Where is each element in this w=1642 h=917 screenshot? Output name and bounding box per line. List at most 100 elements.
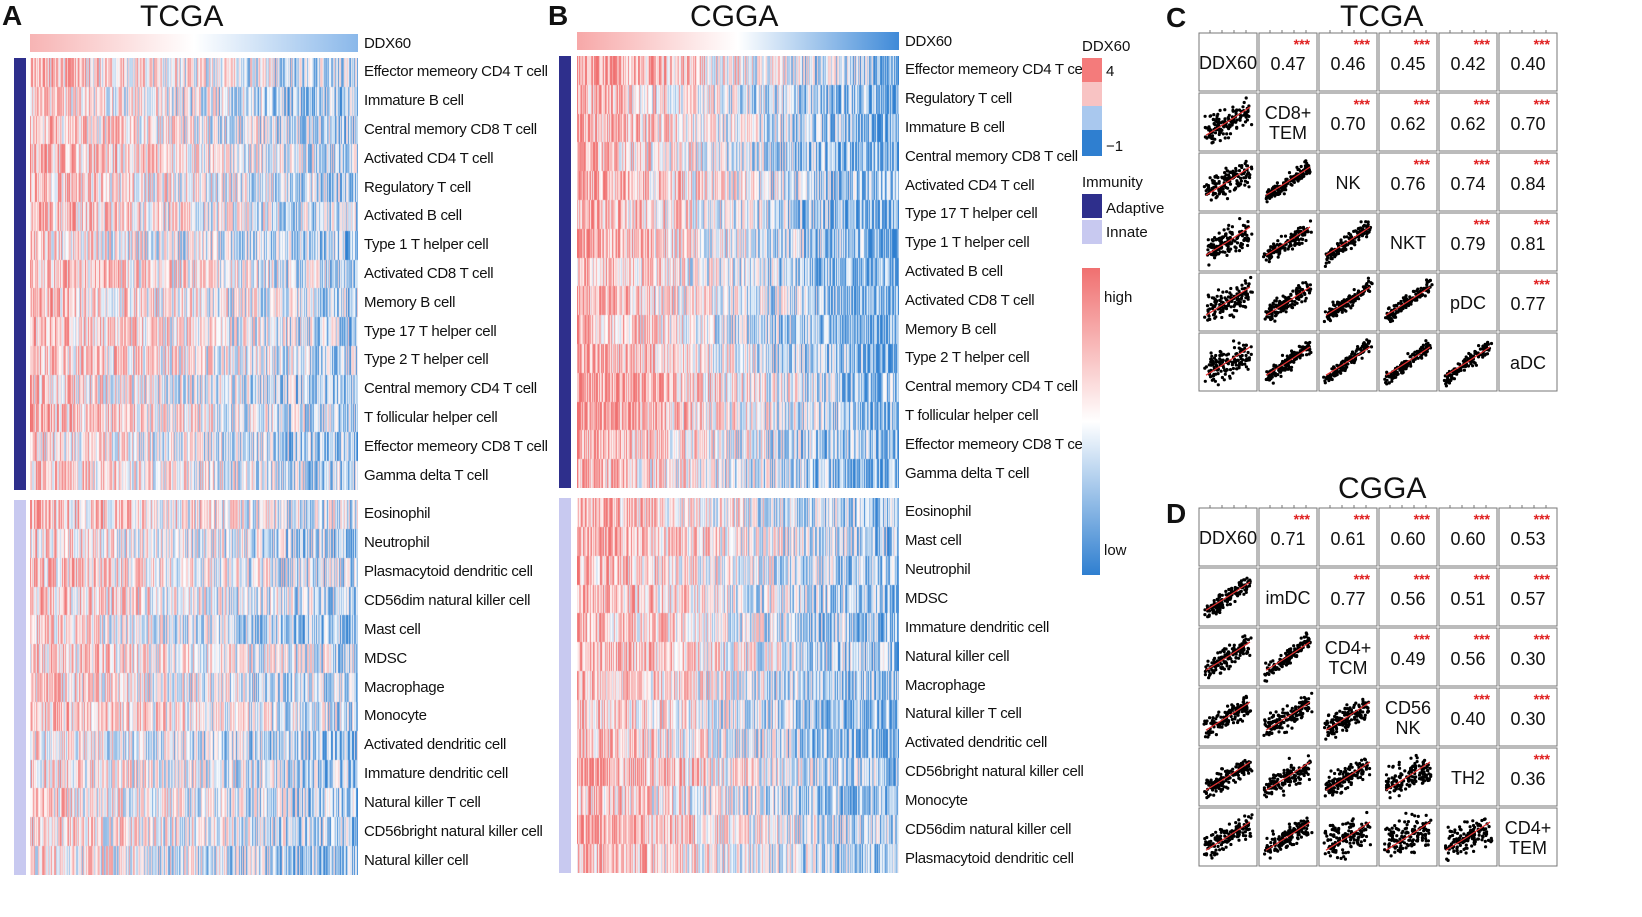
scatter-point: [1206, 663, 1210, 667]
corr-significance: ***: [1414, 571, 1431, 587]
scatter-point: [1304, 296, 1308, 300]
scatter-point: [1332, 251, 1336, 255]
scatter-point: [1269, 305, 1273, 309]
scatter-point: [1203, 379, 1207, 383]
scatter-point: [1395, 839, 1399, 843]
scatter-point: [1235, 241, 1240, 245]
scatter-point: [1217, 786, 1221, 790]
scatter-point: [1455, 849, 1459, 853]
scatter-point: [1210, 238, 1214, 242]
corr-scatter: [1262, 219, 1313, 264]
panel-a-row-label: Memory B cell: [364, 293, 456, 311]
scatter-point: [1224, 845, 1228, 849]
scatter-point: [1220, 847, 1224, 851]
scatter-point: [1305, 827, 1309, 831]
scatter-point: [1365, 810, 1369, 815]
scatter-point: [1264, 661, 1268, 665]
corr-cell: [1258, 567, 1318, 627]
scatter-point: [1477, 830, 1481, 834]
scatter-point: [1296, 646, 1300, 650]
scatter-point: [1476, 355, 1481, 359]
scatter-point: [1429, 773, 1433, 777]
scatter-point: [1242, 771, 1246, 775]
scatter-point: [1243, 709, 1247, 713]
corr-var-label: DDX60: [1199, 53, 1257, 73]
scatter-point: [1218, 303, 1222, 307]
scatter-point: [1275, 192, 1279, 196]
scatter-point: [1283, 248, 1287, 252]
scatter-point: [1214, 182, 1218, 186]
scatter-point: [1238, 830, 1242, 834]
scatter-point: [1360, 822, 1364, 826]
scatter-point: [1249, 275, 1253, 280]
scatter-point: [1341, 300, 1345, 305]
corr-value: 0.60: [1390, 529, 1425, 549]
scatter-point: [1304, 830, 1308, 834]
scatter-point: [1291, 653, 1295, 657]
scatter-point: [1244, 837, 1248, 841]
corr-value: 0.74: [1450, 174, 1485, 194]
scatter-point: [1241, 223, 1245, 227]
scatter-point: [1245, 180, 1250, 185]
scatter-point: [1212, 122, 1216, 126]
scatter-point: [1290, 835, 1294, 839]
scatter-point: [1357, 765, 1361, 769]
panel-a-row-label: Regulatory T cell: [364, 178, 471, 196]
scatter-point: [1243, 279, 1247, 283]
scatter-point: [1212, 179, 1216, 183]
scatter-point: [1303, 292, 1307, 296]
scatter-point: [1367, 350, 1371, 354]
panel-b-adaptive-bar: [559, 56, 571, 488]
scatter-point: [1238, 217, 1242, 221]
scatter-point: [1305, 833, 1309, 837]
fit-line: [1325, 226, 1371, 256]
scatter-point: [1421, 343, 1425, 347]
scatter-point: [1356, 776, 1360, 780]
panel-a-row-label: Central memory CD4 T cell: [364, 380, 537, 398]
scatter-point: [1285, 704, 1289, 708]
scatter-point: [1386, 780, 1390, 784]
scatter-point: [1420, 836, 1424, 840]
scatter-point: [1247, 764, 1251, 768]
scatter-point: [1363, 713, 1367, 717]
legend-adaptive-swatch: [1082, 194, 1102, 218]
scatter-point: [1213, 851, 1217, 856]
fit-line: [1205, 106, 1251, 136]
scatter-point: [1296, 833, 1300, 837]
scatter-point: [1349, 830, 1354, 834]
scatter-point: [1219, 843, 1223, 847]
panel-a-row-label: Activated CD8 T cell: [364, 265, 494, 282]
panel-b-row-label: Mast cell: [905, 532, 962, 550]
scatter-point: [1413, 761, 1417, 766]
scatter-point: [1284, 845, 1288, 849]
scatter-point: [1239, 357, 1243, 361]
scatter-point: [1240, 583, 1244, 587]
corr-scatter: [1383, 339, 1433, 386]
scatter-point: [1458, 825, 1462, 829]
scatter-point: [1246, 236, 1250, 240]
scatter-point: [1204, 731, 1208, 735]
scatter-point: [1263, 718, 1267, 722]
scatter-point: [1384, 773, 1389, 777]
corr-scatter: [1323, 757, 1372, 798]
scatter-point: [1291, 828, 1295, 833]
corr-cell: [1498, 32, 1558, 92]
scatter-point: [1365, 705, 1369, 709]
corr-var-label: NK: [1335, 173, 1360, 193]
scatter-point: [1214, 848, 1218, 852]
scatter-point: [1469, 828, 1473, 832]
scatter-point: [1218, 139, 1222, 143]
scatter-point: [1295, 165, 1299, 169]
scatter-point: [1364, 765, 1369, 770]
scatter-point: [1309, 230, 1313, 234]
corr-value: 0.42: [1450, 54, 1485, 74]
scatter-point: [1207, 729, 1211, 734]
scatter-point: [1305, 816, 1309, 820]
scatter-point: [1242, 700, 1246, 704]
scatter-point: [1269, 660, 1273, 664]
panel-a-row-label: Activated CD4 T cell: [364, 149, 494, 167]
scatter-point: [1326, 783, 1330, 787]
scatter-point: [1288, 771, 1293, 775]
scatter-point: [1323, 310, 1327, 314]
scatter-point: [1306, 819, 1310, 823]
